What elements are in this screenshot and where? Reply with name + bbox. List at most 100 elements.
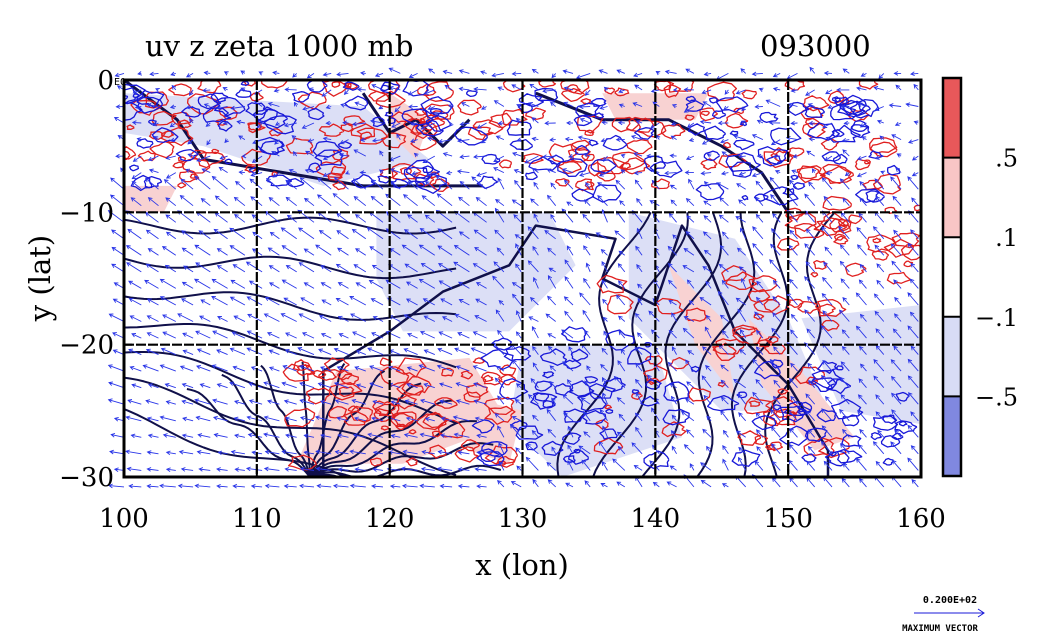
negative-contour xyxy=(753,193,769,202)
negative-contour xyxy=(266,174,293,187)
positive-contour xyxy=(372,400,396,416)
negative-contour xyxy=(602,134,628,151)
positive-contour xyxy=(331,81,341,88)
positive-contour xyxy=(748,400,761,407)
positive-contour xyxy=(777,388,789,396)
positive-contour xyxy=(858,80,879,90)
positive-contour xyxy=(754,434,769,445)
positive-contour xyxy=(816,303,836,315)
negative-contour xyxy=(790,174,799,180)
x-tick-label: 100 xyxy=(99,504,149,534)
negative-contour xyxy=(476,175,498,190)
colorbar-segment xyxy=(943,157,961,238)
negative-contour xyxy=(779,405,807,423)
positive-contour xyxy=(401,376,432,396)
negative-contour xyxy=(506,119,533,136)
positive-contour xyxy=(347,405,360,414)
colorbar: .5 .1 −.1 −.5 xyxy=(941,76,1018,478)
positive-contour xyxy=(797,300,820,314)
negative-contour xyxy=(136,138,154,149)
y-tick-label: −30 xyxy=(59,463,114,493)
positive-contour xyxy=(864,159,872,165)
negative-contour xyxy=(175,148,199,162)
positive-contour xyxy=(395,357,427,378)
negative-contour xyxy=(842,100,871,117)
positive-contour xyxy=(737,430,762,446)
positive-contour xyxy=(393,412,414,427)
negative-contour xyxy=(391,178,409,189)
negative-contour xyxy=(872,415,899,431)
positive-contour xyxy=(748,275,778,293)
positive-contour xyxy=(767,441,784,452)
negative-contour xyxy=(245,102,269,117)
positive-contour xyxy=(872,173,901,195)
positive-contour xyxy=(575,178,594,192)
negative-contour xyxy=(588,139,599,147)
positive-contour xyxy=(454,446,479,463)
negative-contour xyxy=(312,140,343,158)
positive-contour xyxy=(521,153,544,165)
positive-contour xyxy=(379,366,410,387)
positive-contour xyxy=(498,159,512,169)
negative-contour xyxy=(213,96,246,117)
positive-contour xyxy=(189,149,207,162)
positive-contour xyxy=(763,295,790,316)
negative-contour xyxy=(759,111,779,124)
positive-contour xyxy=(669,356,690,370)
negative-contour xyxy=(403,166,431,183)
negative-contour xyxy=(733,139,755,151)
negative-contour xyxy=(530,392,558,410)
negative-contour xyxy=(342,81,360,91)
negative-contour xyxy=(557,158,588,178)
negative-contour xyxy=(828,124,861,143)
negative-contour xyxy=(824,450,850,467)
negative-contour xyxy=(830,398,864,420)
positive-contour xyxy=(330,165,346,176)
negative-contour xyxy=(645,379,662,390)
vector-legend-caption: MAXIMUM VECTOR xyxy=(902,624,978,634)
negative-contour xyxy=(197,93,222,110)
positive-contour xyxy=(724,112,749,129)
positive-contour xyxy=(829,217,852,233)
positive-contour xyxy=(757,339,772,348)
negative-contour xyxy=(235,89,252,98)
negative-contour xyxy=(715,96,749,113)
positive-contour xyxy=(168,83,193,97)
positive-contour xyxy=(332,180,347,191)
negative-contour xyxy=(591,184,622,203)
negative-contour xyxy=(561,326,587,343)
positive-contour xyxy=(431,430,443,438)
positive-contour xyxy=(396,381,424,396)
positive-contour xyxy=(725,271,758,290)
positive-contour xyxy=(561,87,586,103)
positive-contour xyxy=(488,112,513,129)
negative-contour xyxy=(580,409,607,425)
positive-contour xyxy=(817,298,847,317)
negative-contour xyxy=(224,158,233,165)
positive-contour xyxy=(794,222,825,239)
positive-contour xyxy=(437,419,466,439)
negative-contour xyxy=(132,93,140,99)
negative-contour xyxy=(882,414,898,425)
positive-contour xyxy=(247,122,266,134)
negative-contour xyxy=(130,174,153,192)
negative-contour xyxy=(783,401,812,416)
negative-contour xyxy=(515,425,544,440)
geopotential-contour xyxy=(309,420,477,477)
positive-contour xyxy=(651,178,670,190)
negative-contour xyxy=(640,395,659,407)
negative-contour xyxy=(314,149,344,166)
positive-contour xyxy=(900,244,921,261)
negative-contour xyxy=(770,127,802,146)
negative-contour xyxy=(706,394,740,412)
negative-contour xyxy=(471,419,495,434)
positive-contour xyxy=(405,457,418,467)
negative-contour xyxy=(849,98,880,119)
positive-contour xyxy=(684,114,695,121)
positive-contour xyxy=(434,397,458,409)
negative-contour xyxy=(499,378,529,400)
positive-contour xyxy=(584,129,595,136)
positive-contour xyxy=(844,262,867,277)
geopotential-contour xyxy=(124,216,457,235)
positive-contour xyxy=(329,382,363,401)
